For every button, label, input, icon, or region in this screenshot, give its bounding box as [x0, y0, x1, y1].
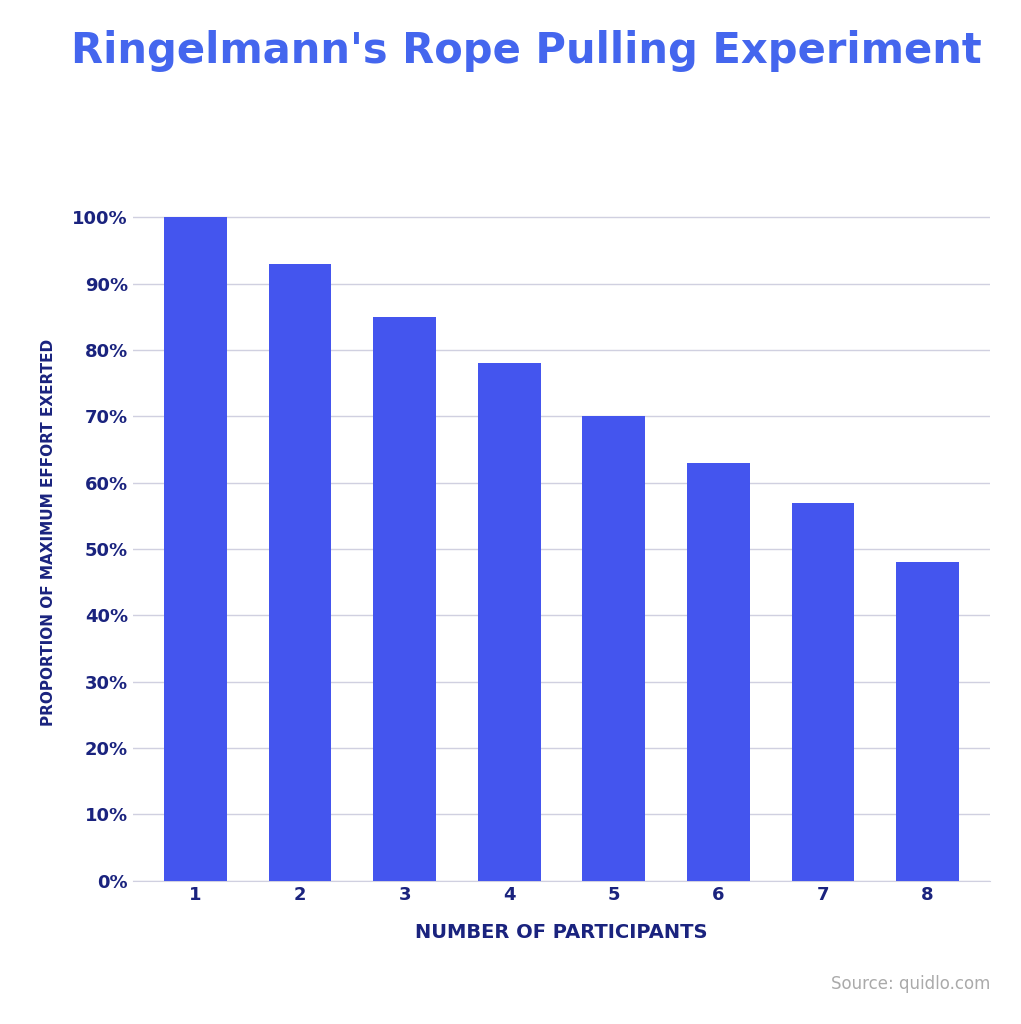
- Bar: [687, 463, 749, 881]
- Bar: [164, 217, 227, 881]
- X-axis label: NUMBER OF PARTICIPANTS: NUMBER OF PARTICIPANTS: [416, 923, 708, 942]
- Text: Source: quidlo.com: Source: quidlo.com: [831, 975, 990, 993]
- Bar: [478, 364, 541, 881]
- Bar: [791, 503, 855, 881]
- Y-axis label: PROPORTION OF MAXIMUM EFFORT EXERTED: PROPORTION OF MAXIMUM EFFORT EXERTED: [41, 339, 55, 726]
- Bar: [896, 562, 959, 881]
- Bar: [374, 317, 436, 881]
- Text: Ringelmann's Rope Pulling Experiment: Ringelmann's Rope Pulling Experiment: [71, 30, 982, 72]
- Bar: [269, 264, 332, 881]
- Bar: [582, 417, 645, 881]
